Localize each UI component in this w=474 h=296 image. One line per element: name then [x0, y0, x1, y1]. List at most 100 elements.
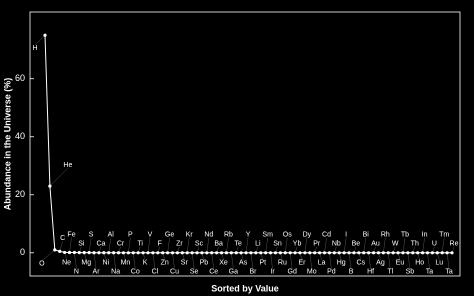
- leader-line: [206, 237, 210, 253]
- data-point: [224, 251, 229, 255]
- element-label: Se: [190, 269, 199, 276]
- leader-line: [231, 252, 234, 269]
- data-point: [371, 251, 376, 255]
- leader-line: [407, 252, 411, 269]
- data-point: [268, 251, 273, 255]
- data-point: [165, 251, 170, 255]
- data-point: [367, 251, 371, 255]
- y-tick-label: 40: [15, 131, 25, 141]
- element-label: Co: [131, 269, 140, 276]
- data-point: [48, 184, 52, 188]
- leader-line: [289, 252, 293, 269]
- element-label: Pt: [259, 260, 266, 267]
- element-label: In: [422, 232, 428, 239]
- element-label: Pb: [200, 260, 209, 267]
- data-point: [303, 251, 307, 255]
- leader-line: [59, 241, 63, 252]
- leader-line: [74, 252, 77, 269]
- leader-line: [88, 237, 92, 253]
- leader-line: [427, 252, 430, 269]
- element-label: Sc: [195, 241, 204, 248]
- data-point: [347, 251, 351, 255]
- data-point: [406, 251, 410, 255]
- data-point: [112, 251, 116, 255]
- element-label: Ga: [229, 269, 238, 276]
- data-point: [337, 251, 341, 255]
- element-label: Cd: [322, 232, 331, 239]
- leader-line: [368, 252, 371, 269]
- data-point: [445, 251, 449, 255]
- element-label: Re: [450, 241, 459, 248]
- element-label: Xe: [219, 260, 228, 267]
- data-point: [327, 251, 332, 255]
- element-label: Os: [283, 232, 292, 239]
- element-label: Nb: [332, 241, 341, 248]
- data-point: [180, 251, 184, 255]
- element-label: Fe: [67, 231, 75, 238]
- element-label: Ar: [93, 269, 101, 276]
- element-label: I: [345, 232, 347, 239]
- element-label: Lu: [435, 260, 443, 267]
- element-label: Yb: [293, 241, 302, 248]
- element-label: Ta: [445, 269, 453, 276]
- data-point: [376, 251, 381, 255]
- leader-line: [343, 237, 347, 253]
- element-label: Tl: [387, 269, 393, 276]
- data-point: [102, 251, 106, 255]
- element-label: Mo: [307, 269, 317, 276]
- leader-line: [186, 237, 190, 253]
- leader-line: [34, 35, 46, 46]
- element-label: Tb: [401, 232, 409, 239]
- element-label: U: [432, 241, 437, 248]
- element-label: Ba: [214, 241, 223, 248]
- element-label: Dy: [303, 232, 312, 239]
- data-point: [126, 251, 130, 255]
- leader-line: [441, 237, 445, 253]
- data-point: [416, 251, 420, 255]
- element-label: Y: [246, 232, 251, 239]
- leader-line: [113, 252, 116, 269]
- element-label: Sb: [406, 269, 415, 276]
- leader-line: [363, 237, 366, 253]
- data-point: [215, 251, 219, 255]
- leader-line: [265, 237, 268, 253]
- element-label: F: [158, 241, 162, 248]
- data-point: [342, 251, 346, 255]
- element-label: H: [32, 45, 37, 52]
- leader-line: [128, 237, 131, 253]
- data-point: [195, 251, 199, 255]
- data-point: [332, 251, 336, 255]
- data-point: [440, 251, 444, 255]
- element-label: Cs: [357, 260, 366, 267]
- element-label: Ne: [62, 259, 71, 266]
- data-point: [170, 251, 175, 255]
- data-point: [190, 251, 194, 255]
- data-point: [362, 251, 366, 255]
- data-point: [116, 251, 121, 255]
- element-label: Mn: [121, 260, 131, 267]
- data-point: [298, 251, 302, 255]
- leader-line: [388, 252, 391, 269]
- data-point: [77, 250, 81, 255]
- element-label: Mg: [81, 259, 91, 266]
- element-label: Ge: [165, 232, 174, 239]
- data-point: [435, 251, 439, 255]
- element-label: Rb: [224, 232, 233, 239]
- leader-line: [49, 167, 69, 187]
- data-point: [283, 251, 287, 255]
- element-label: Cr: [117, 241, 125, 248]
- leader-line: [147, 237, 151, 253]
- y-tick-label: 60: [15, 73, 25, 83]
- leader-line: [172, 252, 175, 269]
- data-point: [244, 251, 248, 255]
- leader-line: [383, 237, 386, 253]
- data-point: [249, 251, 253, 255]
- data-point: [200, 251, 204, 255]
- leader-line: [245, 237, 249, 253]
- data-point: [63, 250, 67, 255]
- element-label: Th: [411, 241, 419, 248]
- data-point: [318, 251, 322, 255]
- element-label: Ce: [209, 269, 218, 276]
- element-label: Ca: [96, 241, 105, 248]
- data-point: [401, 251, 405, 255]
